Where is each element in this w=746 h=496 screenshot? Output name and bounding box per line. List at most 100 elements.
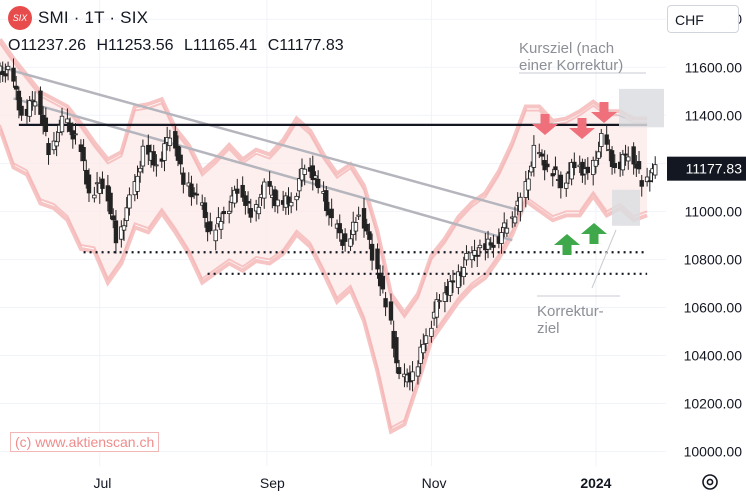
candle-body — [92, 194, 97, 199]
candle-body — [294, 195, 299, 201]
candle-body — [324, 190, 329, 211]
candle-body — [59, 115, 65, 133]
candle-body — [528, 165, 534, 173]
candle-body — [636, 161, 642, 170]
candle — [353, 217, 359, 241]
candle-body — [380, 275, 386, 290]
candle — [423, 328, 429, 352]
candle-body — [173, 131, 178, 149]
candle-body — [272, 189, 278, 207]
candle-body — [421, 343, 426, 354]
candle-body — [65, 118, 70, 124]
sell-arrow-icon — [569, 118, 595, 139]
candle-body — [32, 101, 38, 107]
candle — [569, 158, 574, 186]
candle — [599, 128, 604, 158]
candle-body — [620, 154, 626, 171]
candle-body — [369, 243, 375, 261]
candle — [297, 168, 302, 199]
candle — [216, 207, 221, 228]
candle — [558, 171, 564, 199]
candle-body — [631, 146, 636, 165]
candle-body — [108, 192, 113, 215]
candle — [275, 190, 280, 214]
candle-body — [30, 99, 35, 102]
candle — [429, 320, 434, 343]
candle-body — [429, 327, 434, 337]
candle-body — [653, 164, 658, 176]
currency-selector[interactable]: CHF — [667, 5, 739, 33]
candle-body — [499, 232, 504, 244]
candle — [310, 155, 315, 191]
candle — [415, 360, 421, 385]
candle-body — [127, 194, 132, 209]
korrekturziel-line-2: ziel — [537, 320, 560, 337]
candle-body — [67, 122, 73, 132]
candle — [127, 187, 132, 216]
candle — [67, 117, 73, 136]
ohlc-close: C11177.83 — [267, 37, 344, 54]
candle-body — [213, 229, 218, 242]
candle — [469, 246, 475, 268]
candle — [504, 219, 510, 237]
candle — [531, 135, 537, 177]
candle — [448, 274, 453, 303]
candle — [108, 186, 113, 220]
candle — [140, 139, 146, 174]
y-tick-label: 10800.00 — [684, 251, 743, 267]
candle-body — [262, 181, 267, 199]
candle-body — [537, 152, 542, 155]
kursziel-line-1: Kursziel (nach — [519, 40, 615, 57]
candle-body — [243, 195, 248, 206]
candle — [418, 339, 423, 375]
candle — [11, 58, 16, 88]
candle-body — [297, 178, 302, 192]
candle-body — [167, 137, 173, 147]
candle — [313, 171, 318, 187]
candle — [54, 131, 59, 157]
candle — [388, 293, 394, 325]
candle-body — [604, 134, 609, 145]
candle — [218, 212, 224, 240]
candle-body — [367, 231, 372, 240]
candle-body — [245, 201, 251, 204]
candle — [121, 218, 127, 241]
sell-arrow-icon — [532, 114, 558, 135]
trend-line — [0, 66, 524, 213]
upper-band-line — [0, 42, 648, 319]
candle — [213, 224, 218, 251]
candle — [434, 292, 440, 328]
candle-body — [356, 214, 361, 217]
ohlc-high: H11253.56 — [96, 37, 174, 54]
candle — [208, 212, 213, 235]
buy-arrow-icon — [581, 223, 607, 244]
y-tick-label: 10600.00 — [684, 299, 743, 315]
candle — [380, 265, 386, 294]
settings-gear-icon[interactable] — [700, 472, 720, 492]
candle — [472, 239, 477, 262]
candle-body — [488, 242, 493, 246]
candle-body — [585, 166, 591, 173]
candle-body — [0, 65, 3, 73]
x-tick-label: Nov — [422, 475, 447, 491]
candle — [113, 210, 119, 254]
candle-body — [73, 133, 78, 136]
korrektur-pointer — [591, 229, 617, 289]
candle — [367, 223, 372, 250]
candle-body — [248, 208, 253, 218]
candle — [256, 197, 262, 220]
candle — [456, 264, 461, 295]
y-tick-label: 10400.00 — [684, 348, 743, 364]
symbol-title[interactable]: SMI · 1T · SIX — [38, 8, 149, 27]
candle — [361, 197, 367, 238]
candle-body — [302, 168, 307, 175]
candle-body — [232, 189, 237, 204]
y-tick-label: 11000.00 — [685, 203, 743, 219]
candle — [232, 185, 237, 208]
candle-body — [353, 222, 359, 232]
candle-body — [647, 180, 653, 183]
candle — [178, 146, 183, 175]
candle-body — [135, 175, 140, 192]
candle — [464, 245, 469, 266]
